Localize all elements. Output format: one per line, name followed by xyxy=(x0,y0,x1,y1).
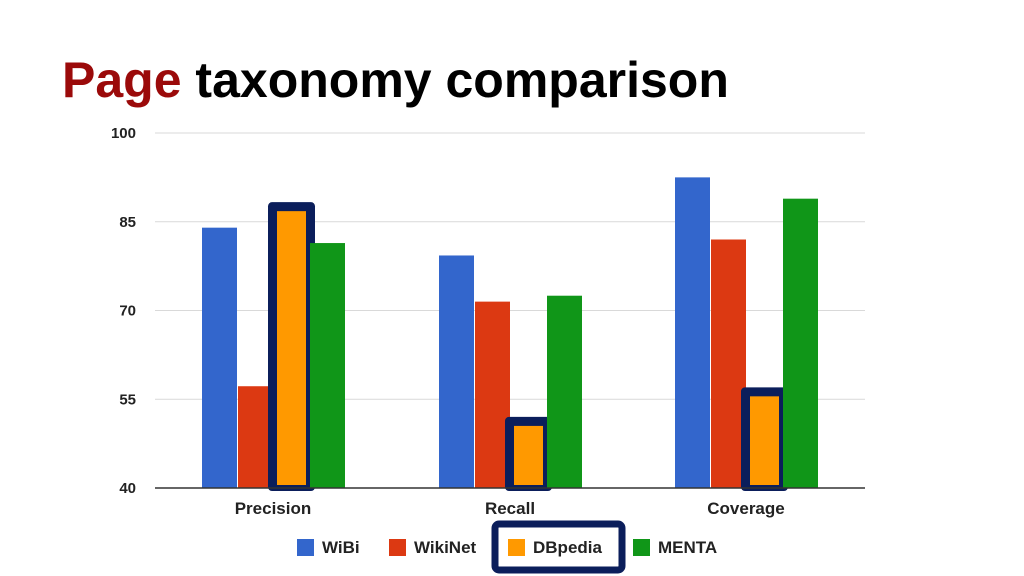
bar-menta-recall xyxy=(547,295,582,488)
legend-swatch xyxy=(389,539,406,556)
x-category-label: Precision xyxy=(235,499,312,518)
y-tick-label: 70 xyxy=(119,303,136,320)
bar-wibi-precision xyxy=(202,227,237,488)
bar-wikinet-coverage xyxy=(711,239,746,488)
y-tick-label: 40 xyxy=(119,480,136,497)
legend-swatch xyxy=(508,539,525,556)
x-category-label: Recall xyxy=(485,499,535,518)
x-category-label: Coverage xyxy=(707,499,784,518)
title-rest: taxonomy comparison xyxy=(195,52,729,108)
bar-wibi-coverage xyxy=(675,177,710,488)
legend-label: WikiNet xyxy=(414,538,477,557)
legend-swatch xyxy=(633,539,650,556)
legend-label: WiBi xyxy=(322,538,360,557)
bar-dbpedia-recall xyxy=(514,425,543,485)
y-tick-label: 55 xyxy=(119,391,136,408)
bar-wibi-recall xyxy=(439,255,474,488)
legend-label: MENTA xyxy=(658,538,717,557)
bar-wikinet-precision xyxy=(238,386,273,488)
bar-wikinet-recall xyxy=(475,301,510,488)
slide-title: Page taxonomy comparison xyxy=(62,50,729,110)
legend-highlight-frame xyxy=(491,520,626,574)
y-tick-label: 100 xyxy=(111,125,136,142)
bar-menta-precision xyxy=(310,243,345,488)
title-accent: Page xyxy=(62,52,182,108)
bar-dbpedia-coverage xyxy=(750,396,779,485)
legend-label: DBpedia xyxy=(533,538,603,557)
bar-dbpedia-precision xyxy=(277,211,306,485)
legend-swatch xyxy=(297,539,314,556)
y-tick-label: 85 xyxy=(119,214,136,231)
bar-menta-coverage xyxy=(783,198,818,489)
